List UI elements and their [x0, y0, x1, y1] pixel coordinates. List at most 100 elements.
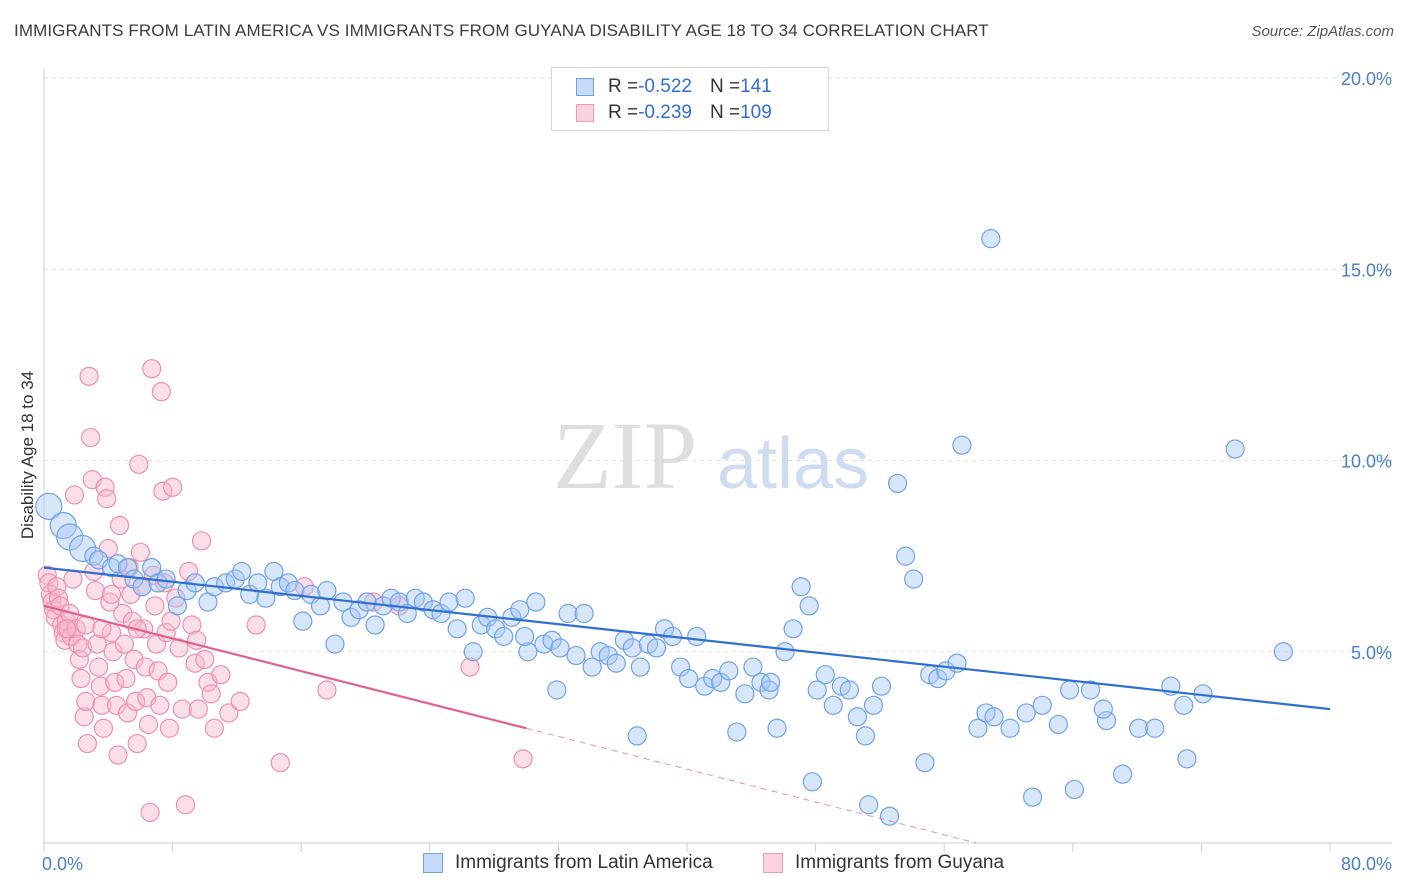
legend-item-guyana[interactable]: Immigrants from Guyana: [763, 852, 1004, 874]
pink-point: [81, 427, 101, 448]
blue-point: [855, 726, 876, 746]
blue-point: [108, 554, 128, 574]
y-tick-label-1: 10.0%: [1341, 452, 1392, 472]
blue-point: [799, 596, 819, 616]
y-axis-label: Disability Age 18 to 34: [18, 371, 37, 539]
blue-point: [802, 772, 822, 792]
blue-point: [341, 607, 361, 627]
blue-point: [887, 473, 908, 494]
blue-point: [759, 680, 779, 700]
legend-label-latin-america: Immigrants from Latin America: [455, 852, 713, 873]
x-tick-label-min: 0.0%: [42, 854, 83, 874]
blue-point: [232, 561, 252, 582]
blue-point: [1080, 680, 1101, 700]
blue-point: [515, 626, 535, 647]
blue-point: [431, 603, 451, 624]
blue-point: [1032, 695, 1052, 715]
n-value: 141: [740, 76, 772, 97]
pink-point: [71, 668, 91, 689]
blue-point: [167, 596, 188, 616]
pink-point: [64, 485, 85, 505]
blue-point: [743, 657, 763, 677]
blue-point: [791, 577, 811, 597]
trend-layer: [43, 566, 1331, 844]
n-label: N =: [709, 76, 741, 97]
stats-swatch-latin-america: [576, 78, 594, 96]
pink-point: [92, 695, 112, 715]
r-label: R =: [608, 76, 639, 97]
blue-point: [1145, 718, 1165, 738]
pink-point: [159, 718, 179, 738]
pink-point: [169, 638, 189, 658]
pink-point: [116, 668, 136, 689]
grid-layer: [44, 77, 1392, 653]
stats-legend: R = -0.522 N = 141 R = -0.239 N = 109: [551, 67, 829, 131]
blue-point: [1174, 695, 1194, 715]
x-tick-label-max: 80.0%: [1341, 854, 1392, 874]
trend-line-guyana: [43, 604, 527, 730]
blue-point: [1023, 787, 1043, 807]
pink-point: [211, 665, 231, 685]
series-latin-america-points: [35, 229, 1293, 826]
series-guyana-points: [37, 359, 533, 823]
blue-point: [325, 634, 345, 654]
blue-point: [293, 611, 313, 631]
blue-point: [455, 588, 475, 608]
source-label: Source: ZipAtlas.com: [1251, 23, 1394, 40]
tick-layer: 5.0% 10.0% 15.0% 20.0% 0.0% 80.0%: [42, 69, 1392, 874]
blue-point: [463, 642, 483, 662]
blue-point: [928, 668, 948, 689]
blue-point: [510, 600, 530, 620]
blue-point: [687, 626, 707, 647]
blue-point: [735, 684, 755, 704]
blue-point: [1016, 703, 1036, 723]
pink-point: [109, 515, 130, 536]
pink-point: [150, 695, 170, 715]
pink-point: [76, 691, 96, 712]
legend-item-latin-america[interactable]: Immigrants from Latin America: [423, 852, 713, 874]
pink-point: [142, 359, 162, 379]
pink-point: [126, 691, 146, 712]
blue-point: [526, 592, 546, 612]
pink-point: [63, 569, 83, 589]
pink-point: [201, 684, 221, 704]
stats-swatch-guyana: [576, 104, 594, 122]
blue-point: [574, 603, 594, 624]
blue-point: [542, 630, 562, 650]
blue-point: [775, 642, 795, 662]
blue-point: [582, 657, 602, 677]
blue-point: [278, 573, 298, 593]
blue-point: [968, 718, 988, 738]
pink-point: [153, 481, 173, 501]
legend-swatch-guyana: [763, 853, 783, 873]
pink-point: [129, 454, 149, 474]
pink-point: [124, 649, 144, 670]
blue-point: [871, 676, 892, 696]
pink-point: [56, 619, 77, 639]
y-tick-label-2: 15.0%: [1341, 260, 1392, 280]
blue-point: [915, 753, 935, 773]
blue-point: [156, 569, 176, 589]
pink-point: [130, 542, 151, 562]
blue-point: [1000, 718, 1020, 738]
blue-point: [447, 619, 467, 639]
series-legend: Immigrants from Latin America Immigrants…: [0, 852, 1406, 878]
pink-point: [105, 672, 125, 692]
blue-point: [727, 722, 747, 742]
blue-point: [630, 657, 650, 677]
blue-point: [679, 668, 699, 689]
blue-point: [35, 492, 63, 520]
pink-point: [97, 489, 117, 509]
blue-point: [783, 619, 803, 639]
pink-point: [77, 733, 98, 754]
blue-point: [1113, 764, 1133, 784]
pink-point: [117, 703, 138, 723]
y-tick-label-3: 20.0%: [1341, 69, 1392, 89]
pink-point: [48, 588, 69, 608]
pink-point: [460, 657, 480, 677]
blue-point: [711, 672, 731, 692]
blue-point: [566, 645, 586, 666]
blue-point: [952, 435, 972, 455]
blue-point: [767, 718, 787, 738]
blue-point: [494, 626, 514, 647]
